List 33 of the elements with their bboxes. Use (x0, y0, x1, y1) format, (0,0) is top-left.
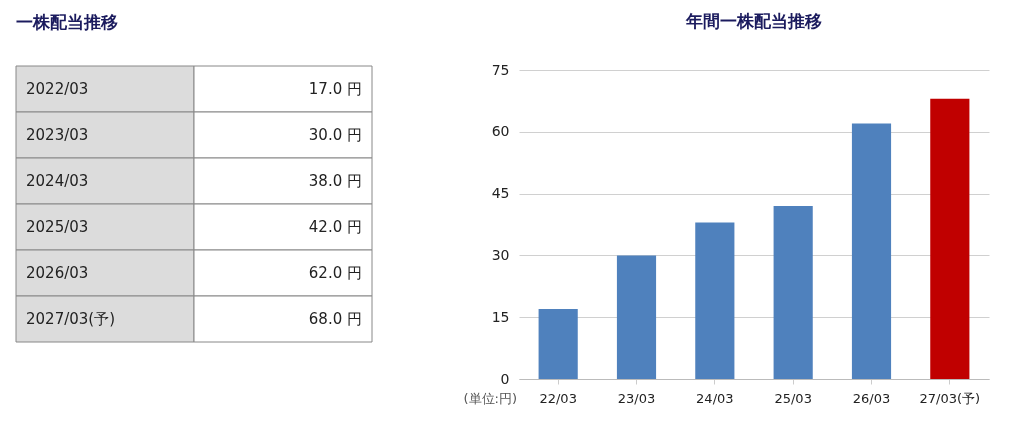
text: 17.0 円 (308, 80, 362, 98)
bar (695, 222, 735, 379)
x-tick-label: 22/03 (539, 390, 577, 406)
category-label: 2023/03 (26, 126, 89, 144)
text: 一株配当推移 (15, 11, 118, 32)
text: 42.0 円 (308, 218, 362, 236)
text: 68.0 円 (308, 310, 362, 328)
bar (773, 205, 813, 379)
x-tick-label: 23/03 (617, 390, 656, 406)
category-label: 2024/03 (26, 172, 89, 190)
x-tick-label: 25/03 (774, 390, 812, 406)
category-label: 2022/03 (26, 80, 89, 98)
category-label: 2025/03 (26, 218, 89, 236)
y-tick-label: 15 (491, 308, 510, 325)
text: 30.0 円 (308, 126, 362, 144)
x-tick-label: 26/03 (852, 390, 891, 406)
bar (930, 98, 970, 379)
x-tick-label: 24/03 (696, 390, 734, 406)
category-label: 2027/03(予) (26, 310, 116, 328)
text: 38.0 円 (308, 172, 362, 190)
x-tick-label: 27/03(予) (919, 390, 981, 406)
y-tick-label: 75 (491, 61, 510, 78)
y-tick-label: 60 (491, 123, 510, 140)
bar (616, 255, 657, 379)
bar (538, 308, 578, 379)
text: (単位:円) (463, 391, 517, 406)
text: 62.0 円 (308, 264, 362, 282)
category-label: 2026/03 (26, 264, 89, 282)
y-tick-label: 30 (491, 246, 510, 263)
y-tick-label: 45 (491, 185, 510, 202)
y-tick-label: 0 (500, 370, 510, 387)
bar (851, 123, 892, 379)
chart-title: 年間一株配当推移 (685, 11, 822, 31)
